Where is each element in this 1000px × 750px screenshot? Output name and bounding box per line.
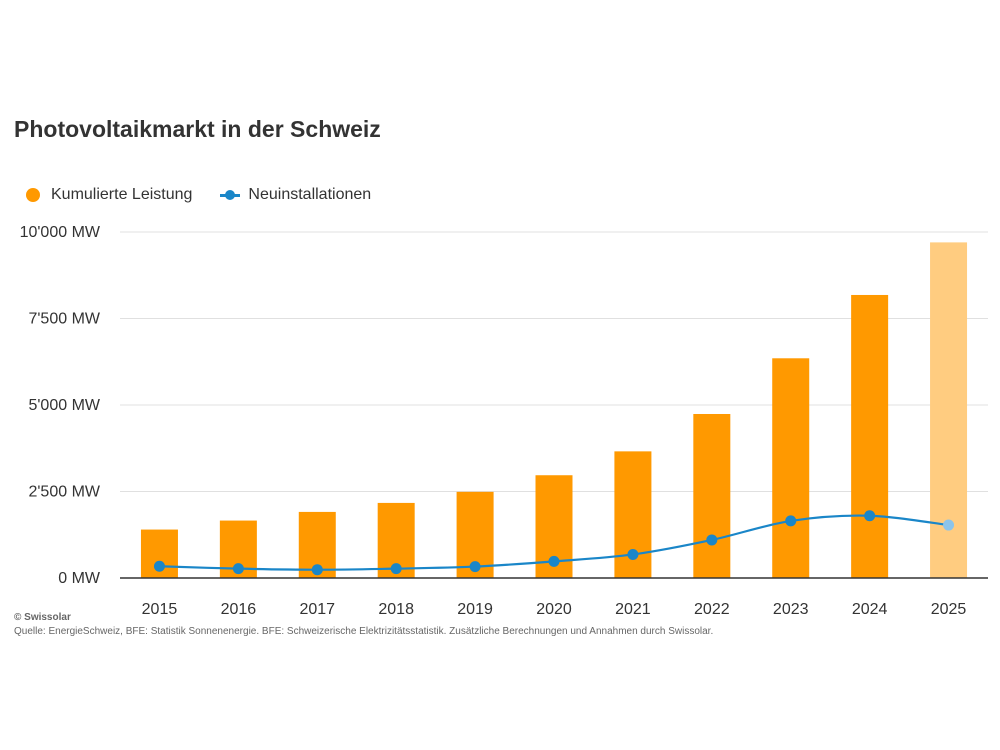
copyright-credit: © Swissolar — [14, 612, 71, 623]
y-tick-label: 2'500 MW — [28, 484, 100, 501]
x-tick-label: 2018 — [378, 601, 414, 618]
legend-item-kumulierte-leistung[interactable]: Kumulierte Leistung — [26, 186, 192, 204]
bar-kumulierte-leistung — [693, 413, 731, 578]
y-tick-label: 5'000 MW — [28, 397, 100, 414]
point-neuinstallationen — [311, 564, 323, 576]
x-tick-label: 2024 — [852, 601, 888, 618]
x-tick-label: 2025 — [931, 601, 967, 618]
legend-label-neuinstallationen: Neuinstallationen — [248, 186, 372, 203]
point-neuinstallationen — [153, 560, 165, 572]
point-neuinstallationen — [469, 561, 481, 573]
x-tick-label: 2023 — [773, 601, 809, 618]
y-tick-label: 7'500 MW — [28, 311, 100, 328]
x-tick-label: 2019 — [457, 601, 493, 618]
point-neuinstallationen — [706, 534, 718, 546]
x-tick-label: 2015 — [142, 601, 178, 618]
point-neuinstallationen — [232, 563, 244, 575]
y-tick-label: 10'000 MW — [20, 224, 101, 241]
x-tick-label: 2016 — [221, 601, 257, 618]
x-tick-label: 2017 — [299, 601, 335, 618]
x-tick-label: 2020 — [536, 601, 572, 618]
point-neuinstallationen — [943, 519, 955, 531]
point-neuinstallationen — [548, 555, 560, 567]
legend-label-kumulierte-leistung: Kumulierte Leistung — [51, 186, 193, 203]
point-neuinstallationen — [627, 548, 639, 560]
legend-item-neuinstallationen[interactable]: Neuinstallationen — [220, 186, 371, 204]
bar-kumulierte-leistung — [772, 358, 810, 578]
source-note: Quelle: EnergieSchweiz, BFE: Statistik S… — [14, 626, 714, 637]
chart-title: Photovoltaikmarkt in der Schweiz — [14, 116, 381, 142]
y-tick-label: 0 MW — [58, 570, 101, 587]
point-neuinstallationen — [864, 510, 876, 522]
chart-legend: Kumulierte Leistung Neuinstallationen — [26, 186, 399, 204]
point-neuinstallationen — [390, 563, 402, 575]
point-neuinstallationen — [785, 515, 797, 527]
x-tick-label: 2021 — [615, 601, 651, 618]
bar-kumulierte-leistung — [851, 294, 889, 578]
x-tick-label: 2022 — [694, 601, 730, 618]
legend-marker-bar — [26, 188, 40, 202]
legend-marker-line — [220, 188, 241, 202]
